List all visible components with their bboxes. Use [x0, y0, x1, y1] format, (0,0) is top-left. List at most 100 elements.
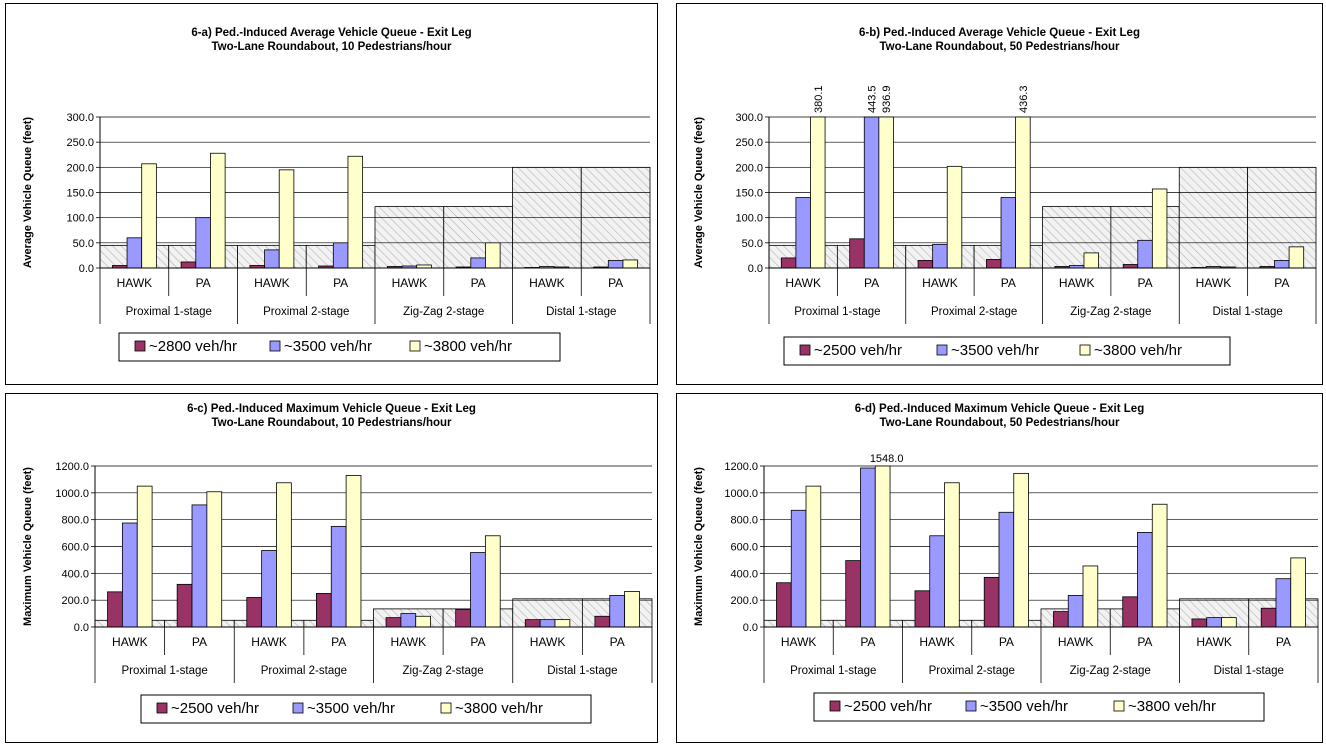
bar-3500-7: [1274, 260, 1290, 269]
legend-label: ~2500 veh/hr: [814, 342, 902, 359]
y-tick-label: 600.0: [730, 542, 758, 554]
x-tick-label: PA: [1276, 635, 1291, 649]
bar-3500-7: [609, 595, 626, 628]
legend-swatch: [829, 700, 841, 712]
x-group-label: Proximal 2-stage: [261, 665, 347, 677]
data-label: 436.3: [1018, 85, 1030, 113]
x-tick-label: HAWK: [392, 276, 428, 290]
x-tick-label: PA: [1138, 276, 1153, 290]
bar-3800-7: [622, 259, 639, 269]
bar-3800-3: [345, 474, 362, 628]
y-tick-label: 150.0: [735, 188, 763, 200]
bar-3500-6: [539, 619, 556, 628]
x-tick-label: PA: [192, 635, 207, 649]
bar-3800-2: [278, 169, 295, 269]
legend-box: [783, 336, 1231, 366]
bar-2500-5: [455, 609, 471, 628]
x-group-label: Zig-Zag 2-stage: [403, 306, 484, 318]
x-group-label: Proximal 1-stage: [126, 306, 212, 318]
y-axis-label: Average Vehicle Queue (feet): [22, 117, 34, 269]
bar-3800-5: [485, 242, 501, 269]
bar-2500-1: [176, 583, 193, 628]
bar-3800-1: [874, 465, 891, 628]
x-group-label: Zig-Zag 2-stage: [1070, 306, 1151, 318]
bar-2500-4: [385, 617, 402, 628]
chart-title: 6-d) Ped.-Induced Maximum Vehicle Queue …: [855, 403, 1144, 415]
legend-label: ~3500 veh/hr: [307, 700, 395, 717]
legend-swatch: [965, 700, 977, 712]
x-tick-label: PA: [471, 276, 486, 290]
x-group-label: Distal 1-stage: [1214, 665, 1284, 677]
y-tick-label: 1000.0: [55, 488, 89, 500]
bar-3800-1: [210, 152, 226, 269]
legend-swatch: [440, 702, 452, 714]
legend-swatch: [1079, 344, 1091, 356]
bar-3800-3: [1013, 472, 1029, 628]
x-tick-label: PA: [608, 276, 623, 290]
chart-panel-6d: 6-d) Ped.-Induced Maximum Vehicle Queue …: [676, 393, 1323, 743]
bar-3500-4: [400, 613, 417, 628]
bar-3500-5: [1137, 239, 1153, 269]
chart-subtitle: Two-Lane Roundabout, 10 Pedestrians/hour: [211, 41, 452, 53]
chart-6d: 6-d) Ped.-Induced Maximum Vehicle Queue …: [676, 393, 1323, 743]
y-tick-label: 300.0: [735, 112, 763, 124]
x-tick-label: HAWK: [254, 276, 290, 290]
legend-label: ~3500 veh/hr: [980, 698, 1068, 715]
x-tick-label: HAWK: [922, 276, 958, 290]
x-tick-label: HAWK: [919, 635, 955, 649]
bar-3800-7: [1290, 557, 1306, 628]
x-tick-label: HAWK: [785, 276, 821, 290]
y-tick-label: 200.0: [61, 595, 89, 607]
y-tick-label: 250.0: [66, 137, 94, 149]
legend-swatch: [409, 340, 421, 352]
y-tick-label: 200.0: [735, 162, 763, 174]
data-label: 1548.0: [870, 453, 904, 465]
bar-2500-3: [316, 593, 332, 628]
legend-label: ~2500 veh/hr: [171, 700, 259, 717]
chart-panel-6b: 6-b) Ped.-Induced Average Vehicle Queue …: [676, 3, 1323, 385]
bar-3800-1: [206, 491, 223, 628]
bar-2500-0: [780, 257, 797, 269]
x-group-label: Distal 1-stage: [547, 665, 617, 677]
x-tick-label: HAWK: [1059, 276, 1095, 290]
bar-3500-0: [795, 197, 811, 269]
bar-3500-3: [330, 525, 347, 628]
bar-2500-7: [1260, 607, 1277, 628]
bar-3500-7: [1275, 578, 1292, 628]
bar-2500-0: [776, 582, 792, 628]
bar-3500-5: [1137, 532, 1153, 628]
bar-3800-0: [805, 485, 822, 628]
bar-3500-7: [607, 260, 624, 269]
legend-label: ~3500 veh/hr: [951, 342, 1039, 359]
x-group-label: Proximal 2-stage: [929, 665, 1015, 677]
x-tick-label: PA: [1001, 276, 1016, 290]
x-tick-label: HAWK: [530, 635, 566, 649]
legend-box: [140, 694, 592, 724]
y-axis-label: Maximum Vehicle Queue (feet): [693, 467, 705, 626]
legend-swatch: [269, 340, 281, 352]
bar-3500-0: [121, 522, 138, 628]
data-label: 443.5: [867, 85, 879, 113]
x-group-label: Zig-Zag 2-stage: [1070, 665, 1151, 677]
x-tick-label: HAWK: [112, 635, 148, 649]
y-tick-label: 1000.0: [724, 488, 758, 500]
x-tick-label: HAWK: [1196, 635, 1232, 649]
x-tick-label: PA: [1274, 276, 1289, 290]
legend-box: [813, 692, 1265, 722]
legend-swatch: [936, 344, 948, 356]
bar-3800-0: [810, 116, 826, 269]
x-tick-label: HAWK: [391, 635, 427, 649]
bar-2500-6: [1191, 618, 1208, 628]
x-tick-label: PA: [860, 635, 875, 649]
y-tick-label: 1200.0: [55, 461, 89, 473]
bar-3800-5: [1151, 188, 1168, 269]
x-group-label: Proximal 1-stage: [790, 665, 876, 677]
bar-2500-2: [917, 260, 934, 269]
y-tick-label: 100.0: [66, 213, 94, 225]
x-tick-label: PA: [470, 635, 485, 649]
bar-3500-1: [191, 504, 208, 628]
x-tick-label: PA: [610, 635, 625, 649]
legend-label: ~3500 veh/hr: [284, 338, 372, 355]
y-tick-label: 300.0: [66, 112, 94, 124]
bar-3500-0: [126, 237, 143, 269]
